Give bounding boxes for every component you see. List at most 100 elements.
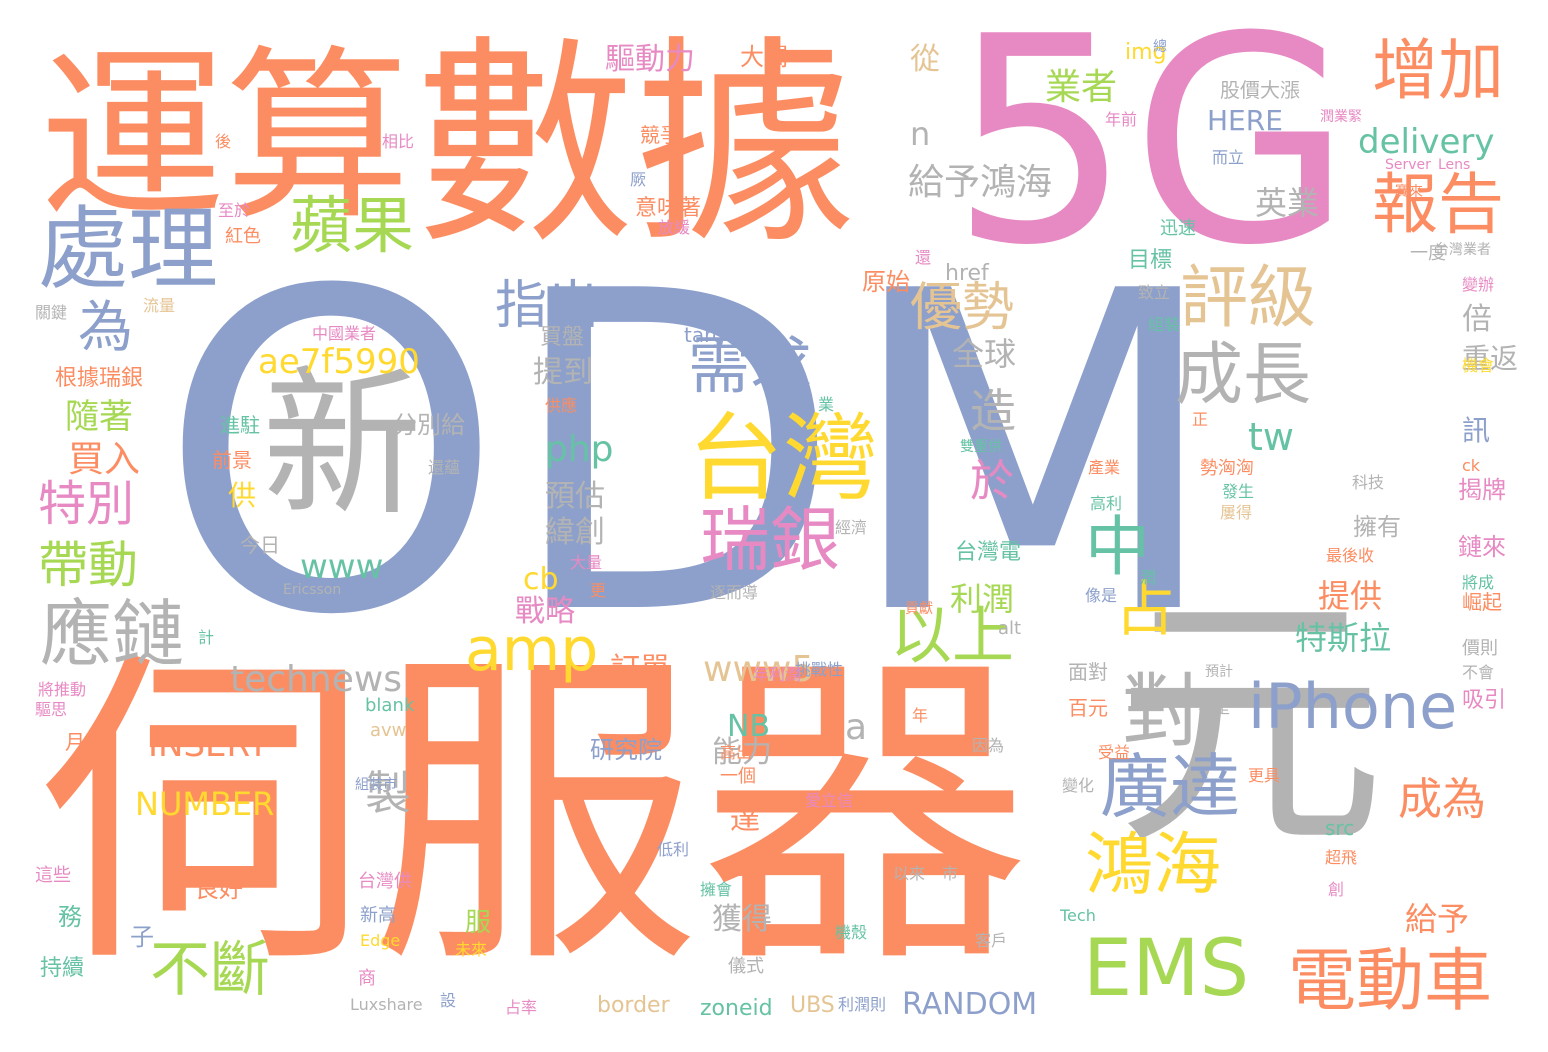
word-69: 獲得 — [712, 905, 772, 935]
word-40: INSERT — [148, 728, 268, 762]
word-73: 訊 — [1462, 417, 1490, 445]
word-90: 供 — [228, 482, 256, 510]
word-162: 發生 — [1222, 484, 1254, 500]
word-28: 為 — [78, 300, 133, 355]
word-111: alt — [998, 620, 1021, 638]
word-184: 總 — [1153, 40, 1167, 54]
word-96: 持續 — [40, 958, 84, 980]
word-12: 應鏈 — [40, 598, 184, 670]
word-196: 預計 — [1205, 665, 1233, 679]
word-55: 利潤 — [950, 583, 1014, 615]
word-77: HERE — [1207, 107, 1283, 135]
word-160: 潤 — [1140, 570, 1156, 586]
word-142: 以來 — [893, 866, 925, 882]
word-21: 成長 — [1175, 342, 1311, 410]
word-22: amp — [465, 620, 598, 680]
word-34: 給予鴻海 — [908, 165, 1052, 201]
word-106: UBS — [790, 995, 835, 1017]
word-192: 將推動 — [38, 682, 86, 698]
word-185: 崛起 — [1462, 592, 1502, 612]
word-16: 增加 — [1372, 38, 1504, 104]
word-92: 良好 — [195, 877, 243, 901]
word-153: 受益 — [1098, 745, 1130, 761]
word-75: 鏈來 — [1458, 535, 1506, 559]
word-97: 根據瑞銀 — [55, 368, 143, 390]
word-99: 競爭 — [640, 125, 680, 145]
word-144: 客戶 — [975, 933, 1007, 949]
word-136: 年利潤 — [753, 667, 801, 683]
word-76: 擁有 — [1353, 515, 1401, 539]
word-146: 未來 — [455, 942, 487, 958]
word-157: 組裝市 — [355, 778, 397, 792]
word-116: 商 — [358, 970, 376, 988]
word-57: 特斯拉 — [1295, 622, 1391, 654]
word-193: 驅思 — [35, 702, 67, 718]
word-154: 變化 — [1062, 778, 1094, 794]
word-109: blank — [365, 697, 414, 715]
word-37: 成為 — [1398, 778, 1486, 822]
word-175: 迅速 — [1160, 220, 1196, 238]
word-159: 像是 — [1085, 588, 1117, 604]
word-117: 新高 — [360, 907, 396, 925]
word-32: 特別 — [38, 480, 134, 528]
word-125: 流量 — [143, 298, 175, 314]
word-70: 給予 — [1405, 903, 1469, 935]
word-132: 大量 — [570, 555, 602, 571]
word-6: 新 — [262, 365, 422, 525]
word-91: 今日 — [240, 535, 280, 555]
word-13: 評級 — [1180, 265, 1316, 333]
word-8: 處理 — [38, 205, 218, 295]
word-130: 不會 — [430, 500, 462, 516]
word-163: 經濟 — [835, 520, 867, 536]
word-158: 不是 — [1198, 700, 1230, 716]
word-19: 廣達 — [1100, 752, 1240, 822]
word-140: 低利 — [657, 842, 689, 858]
word-93: 服 — [465, 910, 491, 936]
word-17: 報告 — [1372, 172, 1504, 238]
word-54: 英業 — [1255, 187, 1319, 219]
word-105: zoneid — [700, 998, 773, 1020]
word-27: 不斷 — [150, 940, 270, 1000]
word-23: iPhone — [1248, 676, 1457, 738]
word-61: 戰略 — [515, 597, 575, 627]
word-177: Server — [1385, 158, 1431, 172]
word-173: 組裝 — [1148, 317, 1180, 333]
word-110: avw — [370, 722, 406, 740]
word-56: 提供 — [1318, 580, 1382, 612]
word-85: target — [684, 325, 745, 345]
word-104: border — [597, 995, 670, 1017]
word-51: 買入 — [68, 442, 140, 478]
word-195: 這些 — [35, 867, 71, 885]
word-67: 研究院 — [590, 738, 662, 762]
word-121: 相比 — [382, 134, 414, 150]
word-100: 意味著 — [635, 198, 701, 220]
word-38: ae7f5990 — [258, 345, 420, 379]
word-108: Tech — [1060, 908, 1096, 924]
word-170: 正 — [1192, 412, 1208, 428]
word-194: 計 — [198, 630, 214, 646]
word-74: 揭牌 — [1458, 478, 1506, 502]
word-127: 中國業者 — [312, 326, 376, 342]
word-65: 預估 — [545, 482, 605, 512]
word-123: 至於 — [218, 203, 250, 219]
word-166: 最後收 — [1326, 548, 1374, 564]
word-107: Luxshare — [350, 997, 423, 1013]
word-112: 百元 — [1068, 698, 1108, 718]
word-87: 分別給 — [393, 413, 465, 437]
word-156: 愛立信 — [805, 793, 853, 809]
word-129: 還蘊 — [428, 460, 460, 476]
word-119: Edge — [360, 933, 400, 949]
word-141: 擁會 — [700, 882, 732, 898]
word-15: 蘋果 — [290, 195, 414, 257]
word-189: 變辦 — [1462, 277, 1494, 293]
word-9: 瑞銀 — [700, 505, 840, 575]
word-183: 潤業緊 — [1320, 110, 1362, 124]
word-78: 股價大漲 — [1220, 80, 1300, 100]
word-84: href — [945, 263, 989, 285]
word-79: 從 — [910, 45, 940, 75]
word-178: Lens — [1438, 158, 1470, 172]
word-181: 而立 — [1212, 150, 1244, 166]
word-128: 供應 — [545, 398, 577, 414]
word-197: 貢獻 — [905, 602, 933, 616]
